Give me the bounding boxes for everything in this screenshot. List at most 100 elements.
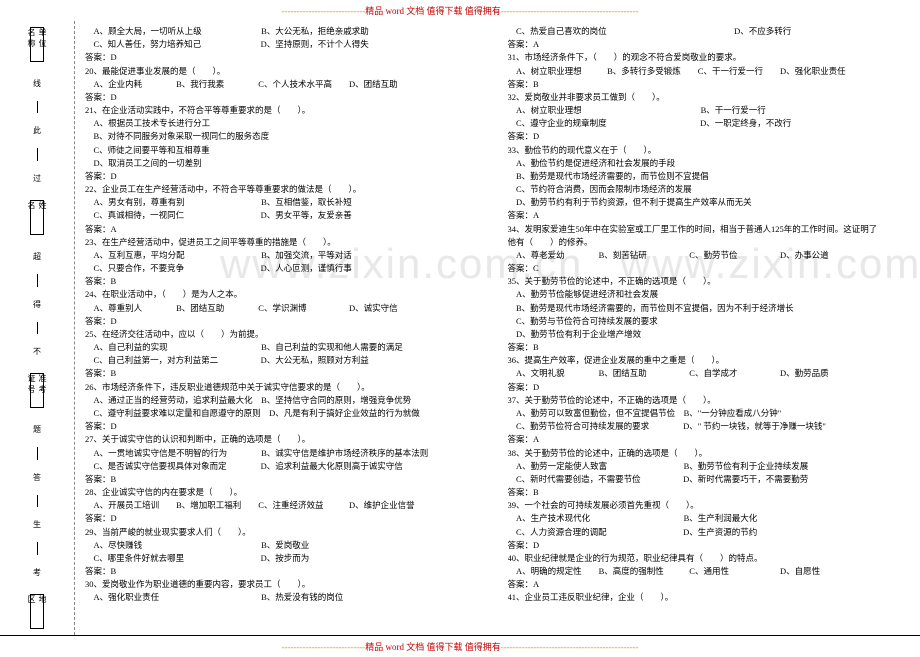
main-content: 单位名称 线 此 过 姓 名 超 得 不 准考证号 题 答 生 考 地 区 A、…	[0, 21, 920, 636]
text-line: A、明确的规定性 B、高度的强制性 C、通用性 D、自愿性	[508, 565, 913, 578]
cut-char: 生	[33, 519, 41, 530]
sidebar-line	[37, 495, 38, 508]
sidebar-box-region: 地 区	[30, 594, 44, 629]
text-line: C、自己利益第一，对方利益第二 D、大公无私，照顾对方利益	[85, 354, 490, 367]
text-line: 答案：C	[508, 262, 913, 275]
cut-char: 考	[33, 567, 41, 578]
text-line: 答案：D	[85, 420, 490, 433]
text-line: C、只要合作，不要竞争 D、人心叵测，谨慎行事	[85, 262, 490, 275]
text-line: 答案：A	[508, 578, 913, 591]
text-line: 23、在生产经营活动中，促进员工之间平等尊重的措施是（ ）。	[85, 236, 490, 249]
text-line: C、遵守企业的规章制度 D、一职定终身，不改行	[508, 117, 913, 130]
cut-char: 线	[33, 78, 41, 89]
text-line: 答案：D	[508, 539, 913, 552]
text-line: 答案：D	[85, 512, 490, 525]
text-line: 答案：D	[85, 51, 490, 64]
text-line: 25、在经济交往活动中，应以（ ）为前提。	[85, 328, 490, 341]
text-line: C、勤劳与节俭符合可持续发展的要求	[508, 315, 913, 328]
text-line: 答案：B	[85, 367, 490, 380]
text-line: C、新时代需要创造，不需要节俭 D、新时代需要巧干，不需要勤劳	[508, 473, 913, 486]
header-dash-right: ----------------------------------------…	[501, 6, 639, 16]
text-line: B、对待不同服务对象采取一视同仁的服务态度	[85, 130, 490, 143]
sidebar-box-unit: 单位名称	[30, 27, 44, 62]
text-line: 28、企业诚实守信的内在要求是（ ）。	[85, 486, 490, 499]
text-line: C、节约符合消费，因而会限制市场经济的发展	[508, 183, 913, 196]
text-line: 答案：D	[85, 170, 490, 183]
text-line: D、勤劳节俭有利于企业增产增效	[508, 328, 913, 341]
text-line: A、企业内耗 B、我行我素 C、个人技术水平高 D、团结互助	[85, 78, 490, 91]
text-line: 36、提高生产效率，促进企业发展的重中之重是（ ）。	[508, 354, 913, 367]
text-line: B、勤劳是现代市场经济需要的，而节俭则不宜提倡，因为不利于经济增长	[508, 302, 913, 315]
text-line: 27、关于诚实守信的认识和判断中，正确的选项是（ ）。	[85, 433, 490, 446]
cut-char: 不	[33, 346, 41, 357]
text-line: A、互利互惠，平均分配 B、加强交流，平等对话	[85, 249, 490, 262]
cut-char: 题	[33, 424, 41, 435]
text-line: A、勤劳一定能使人致富 B、勤劳节俭有利于企业持续发展	[508, 460, 913, 473]
text-line: 26、市场经济条件下，违反职业道德规范中关于诚实守信要求的是（ ）。	[85, 381, 490, 394]
header-text: 精品 word 文档 值得下载 值得拥有	[365, 6, 501, 16]
text-line: A、树立职业理想 B、多转行多受锻炼 C、干一行爱一行 D、强化职业责任	[508, 65, 913, 78]
sidebar-box-id: 准考证号	[30, 373, 44, 408]
text-line: 38、关于勤劳节俭的论述中，正确的选项是（ ）。	[508, 447, 913, 460]
text-line: C、遵守利益要求难以定量和自愿遵守的原则 D、凡是有利于搞好企业效益的行为就做	[85, 407, 490, 420]
text-line: 39、一个社会的可持续发展必须首先重视（ ）。	[508, 499, 913, 512]
text-line: A、通过正当的经营劳动，追求利益最大化 B、坚持信守合同的原则，增强竞争优势	[85, 394, 490, 407]
sidebar-box-name: 姓 名	[30, 200, 44, 235]
text-line: A、自己利益的实现 B、自己利益的实现和他人需要的满足	[85, 341, 490, 354]
text-line: 答案：B	[85, 275, 490, 288]
text-line: A、开展员工培训 B、增加职工福利 C、注重经济效益 D、维护企业信誉	[85, 499, 490, 512]
text-line: C、人力资源合理的调配 D、生产资源的节约	[508, 526, 913, 539]
text-line: 答案：A	[85, 223, 490, 236]
cut-char: 此	[33, 125, 41, 136]
page-header: ----------------------------精品 word 文档 值…	[0, 0, 920, 21]
text-line: 答案：D	[85, 315, 490, 328]
text-line: 答案：B	[85, 473, 490, 486]
column-left: A、顾全大局，一切听从上级 B、大公无私，拒绝亲戚求助 C、知人善任，努力培养知…	[75, 21, 498, 635]
text-line: C、师徒之间要平等和互相尊重	[85, 144, 490, 157]
text-line: A、强化职业责任 B、热爱没有钱的岗位	[85, 591, 490, 604]
text-line: A、尊重别人 B、团结互助 C、学识渊博 D、诚实守信	[85, 302, 490, 315]
sidebar-line	[37, 542, 38, 555]
text-line: A、勤劳节俭能够促进经济和社会发展	[508, 288, 913, 301]
text-line: D、取消员工之间的一切差别	[85, 157, 490, 170]
sidebar-line	[37, 274, 38, 287]
sidebar-line	[37, 101, 38, 114]
text-line: 20、最能促进事业发展的是（ ）。	[85, 65, 490, 78]
text-line: 33、勤俭节约的现代意义在于（ ）。	[508, 144, 913, 157]
text-line: 答案：A	[508, 209, 913, 222]
text-line: 答案：B	[508, 486, 913, 499]
text-line: 答案：B	[508, 341, 913, 354]
text-line: C、知人善任，努力培养知己 D、坚持原则，不计个人得失	[85, 38, 490, 51]
text-line: C、勤劳节俭符合可持续发展的要求 D、" 节约一块钱，就等于净赚一块钱"	[508, 420, 913, 433]
cut-char: 得	[33, 299, 41, 310]
text-line: A、尽快赚钱 B、爱岗敬业	[85, 539, 490, 552]
text-line: 答案：A	[508, 433, 913, 446]
text-line: A、文明礼貌 B、团结互助 C、自学成才 D、勤劳品质	[508, 367, 913, 380]
text-line: C、是否诚实守信要视具体对象而定 D、追求利益最大化原则高于诚实守信	[85, 460, 490, 473]
text-line: 24、在职业活动中，（ ）是为人之本。	[85, 288, 490, 301]
text-line: 答案：D	[508, 381, 913, 394]
text-line: B、勤劳是现代市场经济需要的，而节俭则不宜提倡	[508, 170, 913, 183]
text-line: 32、爱岗敬业并非要求员工做到（ ）。	[508, 91, 913, 104]
text-line: 答案：D	[85, 91, 490, 104]
text-line: A、根据员工技术专长进行分工	[85, 117, 490, 130]
page-footer: ----------------------------精品 word 文档 值…	[0, 636, 920, 657]
text-line: 30、爱岗敬业作为职业道德的重要内容，要求员工（ ）。	[85, 578, 490, 591]
cut-char: 超	[33, 251, 41, 262]
text-line: 41、企业员工违反职业纪律，企业（ ）。	[508, 591, 913, 604]
text-line: 34、发明家爱迪生50年中在实验室或工厂里工作的时间，相当于普通人125年的工作…	[508, 223, 913, 236]
text-line: 31、市场经济条件下，（ ）的观念不符合爱岗敬业的要求。	[508, 51, 913, 64]
text-line: A、男女有别，尊重有别 B、互相借鉴，取长补短	[85, 196, 490, 209]
cut-char: 过	[33, 173, 41, 184]
text-line: 22、企业员工在生产经营活动中，不符合平等尊重要求的做法是（ ）。	[85, 183, 490, 196]
header-dash-left: ----------------------------	[281, 6, 365, 16]
text-line: A、尊老爱幼 B、刻苦钻研 C、勤劳节俭 D、办事公道	[508, 249, 913, 262]
text-line: 答案：B	[85, 565, 490, 578]
text-line: 答案：B	[508, 78, 913, 91]
sidebar-line	[37, 447, 38, 460]
sidebar-line	[37, 322, 38, 335]
text-line: C、热爱自己喜欢的岗位 D、不应多转行	[508, 25, 913, 38]
text-line: C、哪里条件好就去哪里 D、按步而为	[85, 552, 490, 565]
text-line: 答案：A	[508, 38, 913, 51]
binding-sidebar: 单位名称 线 此 过 姓 名 超 得 不 准考证号 题 答 生 考 地 区	[0, 21, 75, 635]
